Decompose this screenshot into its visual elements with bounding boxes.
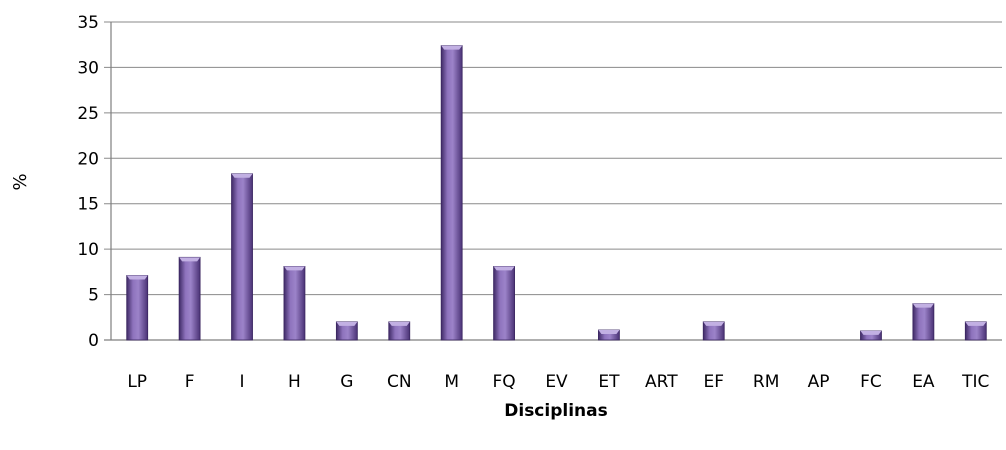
bar-body — [440, 45, 463, 341]
x-tick-label: G — [340, 372, 353, 392]
x-tick-label: FQ — [493, 372, 516, 392]
x-tick-labels: LP F I H G CN M FQ EV ET ART EF RM AP FC EA TIC — [127, 372, 989, 392]
x-tick-label: ET — [598, 372, 620, 392]
bar — [912, 303, 935, 341]
x-tick-label: I — [240, 372, 245, 392]
y-tick-label: 35 — [77, 13, 99, 33]
bar-body — [912, 303, 935, 341]
x-tick-label: TIC — [961, 372, 989, 392]
y-tick-label: 15 — [77, 195, 99, 215]
bar-cap — [965, 321, 987, 326]
y-tick-labels: 0 5 10 15 20 25 30 35 — [77, 13, 99, 351]
y-tick-label: 0 — [88, 331, 99, 351]
bar — [860, 330, 882, 341]
x-tick-label: FC — [860, 372, 882, 392]
bar — [178, 256, 201, 341]
bar — [440, 45, 463, 341]
x-tick-label: CN — [387, 372, 412, 392]
x-tick-label: RM — [753, 372, 779, 392]
bar — [283, 266, 306, 341]
bar-cap — [388, 321, 410, 326]
bar — [388, 321, 411, 341]
x-tick-label: H — [288, 372, 301, 392]
bar-body — [178, 256, 201, 341]
x-tick-label: EF — [703, 372, 724, 392]
bar-cap — [598, 330, 620, 335]
x-tick-label: AP — [808, 372, 830, 392]
bar — [964, 321, 987, 341]
bar-layer — [126, 45, 987, 341]
bar-body — [493, 266, 515, 341]
bar-cap — [126, 275, 148, 280]
x-tick-label: F — [185, 372, 195, 392]
x-tick-label: ART — [645, 372, 678, 392]
bar-cap — [336, 321, 358, 326]
bar-cap — [441, 45, 463, 50]
bar-cap — [703, 321, 725, 326]
bar — [598, 329, 620, 341]
bar-cap — [231, 173, 253, 178]
bar — [126, 275, 149, 341]
y-tick-label: 10 — [77, 240, 99, 260]
bar-cap — [912, 303, 934, 308]
y-tick-label: 25 — [77, 104, 99, 124]
y-tick-label: 20 — [77, 149, 99, 169]
bar — [231, 173, 253, 341]
bar-cap — [283, 266, 305, 271]
grid-layer — [104, 21, 1002, 341]
y-tick-label: 30 — [77, 58, 99, 78]
bar-body — [231, 173, 253, 341]
bar — [702, 321, 725, 341]
y-tick-label: 5 — [88, 286, 99, 306]
y-axis-title: % — [10, 173, 31, 190]
bar-cap — [860, 330, 882, 335]
x-axis-title: Disciplinas — [504, 401, 607, 421]
x-tick-label: LP — [127, 372, 147, 392]
x-tick-label: EV — [545, 372, 568, 392]
bar-cap — [179, 257, 201, 262]
bar-body — [126, 275, 149, 341]
bar — [493, 266, 515, 341]
bar-body — [283, 266, 306, 341]
bar-cap — [493, 266, 515, 271]
x-tick-label: M — [444, 372, 459, 392]
bar — [335, 321, 358, 341]
x-tick-label: EA — [912, 372, 935, 392]
